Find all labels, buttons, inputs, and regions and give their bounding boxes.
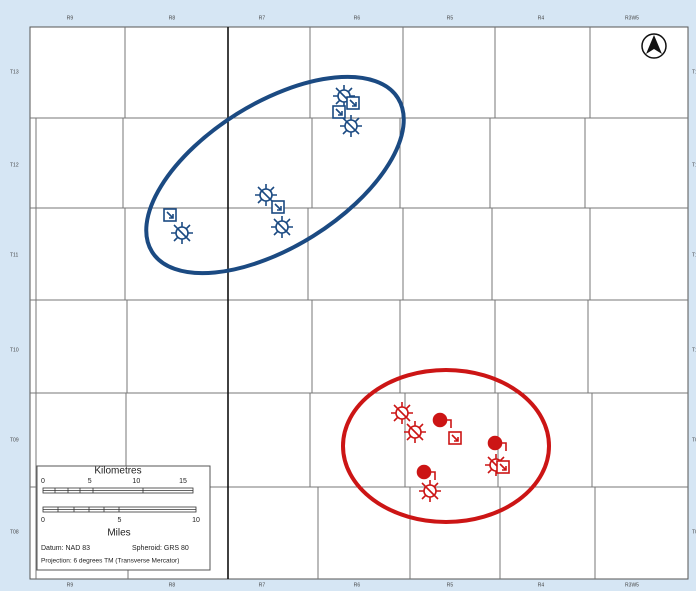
township-label: T08 — [10, 529, 19, 535]
township-label: T12 — [692, 162, 696, 168]
township-label: T11 — [10, 252, 18, 258]
range-label: R4 — [538, 15, 545, 21]
township-label: T10 — [692, 347, 696, 353]
township-label: T08 — [692, 529, 696, 535]
km-tick-label: 5 — [88, 478, 92, 485]
range-label: R5 — [447, 15, 454, 21]
projection: Projection: 6 degrees TM (Transverse Mer… — [41, 558, 179, 565]
mile-tick-label: 0 — [41, 517, 45, 524]
township-label: T09 — [692, 437, 696, 443]
red-cluster-outline — [341, 368, 551, 524]
township-label: T12 — [10, 162, 19, 168]
range-label: R3W5 — [625, 582, 639, 588]
range-label: R6 — [354, 582, 361, 588]
range-label: R3W5 — [625, 15, 639, 21]
range-label: R5 — [447, 582, 454, 588]
range-label: R4 — [538, 582, 545, 588]
range-label: R9 — [67, 15, 74, 21]
township-label: T13 — [10, 69, 19, 75]
township-label: T10 — [10, 347, 19, 353]
km-title: Kilometres — [94, 466, 141, 477]
range-label: R7 — [259, 15, 266, 21]
township-label: T13 — [692, 69, 696, 75]
range-label: R8 — [169, 582, 176, 588]
north-arrow — [641, 33, 667, 59]
township-label: T11 — [692, 252, 696, 258]
spheroid: Spheroid: GRS 80 — [132, 545, 189, 552]
range-label: R7 — [259, 582, 266, 588]
mile-tick-label: 5 — [118, 517, 122, 524]
mile-tick-label: 10 — [192, 517, 200, 524]
range-label: R6 — [354, 15, 361, 21]
km-tick-label: 0 — [41, 478, 45, 485]
km-tick-label: 10 — [132, 478, 140, 485]
range-label: R8 — [169, 15, 176, 21]
legend: Kilometres 0 5 10 15 0 5 10 Miles Datum: NAD … — [36, 465, 211, 571]
mile-title: Miles — [107, 528, 130, 539]
township-label: T09 — [10, 437, 19, 443]
range-label: R9 — [67, 582, 74, 588]
edge-labels: R9 R8 R7 R6 R5 R4 R3W5 R9 R8 R7 R6 R5 R4 R3W5 T13 T12 T1… — [10, 15, 696, 588]
km-tick-label: 15 — [179, 478, 187, 485]
blue-cluster-outline — [144, 74, 406, 276]
datum: Datum: NAD 83 — [41, 545, 90, 552]
